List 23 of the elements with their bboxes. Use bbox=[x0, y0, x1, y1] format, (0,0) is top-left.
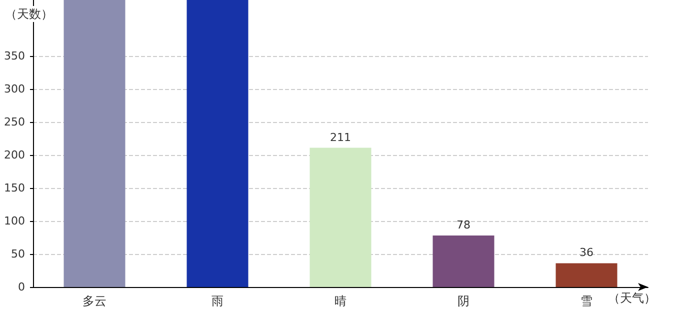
x-tick-label: 多云 bbox=[82, 294, 106, 308]
y-tick-label: 350 bbox=[4, 50, 25, 63]
y-tick-label: 0 bbox=[18, 280, 25, 294]
y-axis-title: （天数） bbox=[5, 7, 53, 21]
bar bbox=[556, 263, 618, 287]
data-label: 211 bbox=[330, 130, 351, 144]
x-tick-label: 晴 bbox=[334, 294, 346, 308]
bar bbox=[186, 0, 248, 287]
y-tick-label: 100 bbox=[4, 214, 25, 228]
bar bbox=[64, 0, 126, 287]
x-tick-label: 雪 bbox=[580, 294, 592, 308]
y-tick-label: 50 bbox=[11, 248, 25, 261]
x-tick-label: 阴 bbox=[458, 294, 470, 308]
x-axis-title: （天气） bbox=[608, 291, 656, 305]
y-tick-label: 150 bbox=[4, 182, 25, 195]
bar bbox=[432, 236, 494, 287]
data-label: 78 bbox=[456, 218, 470, 232]
y-tick-label: 250 bbox=[4, 116, 25, 129]
y-tick-label: 300 bbox=[4, 82, 25, 96]
x-tick-label: 雨 bbox=[212, 294, 224, 308]
data-label: 36 bbox=[580, 246, 594, 260]
bar bbox=[310, 148, 372, 287]
y-tick-label: 200 bbox=[4, 148, 25, 162]
